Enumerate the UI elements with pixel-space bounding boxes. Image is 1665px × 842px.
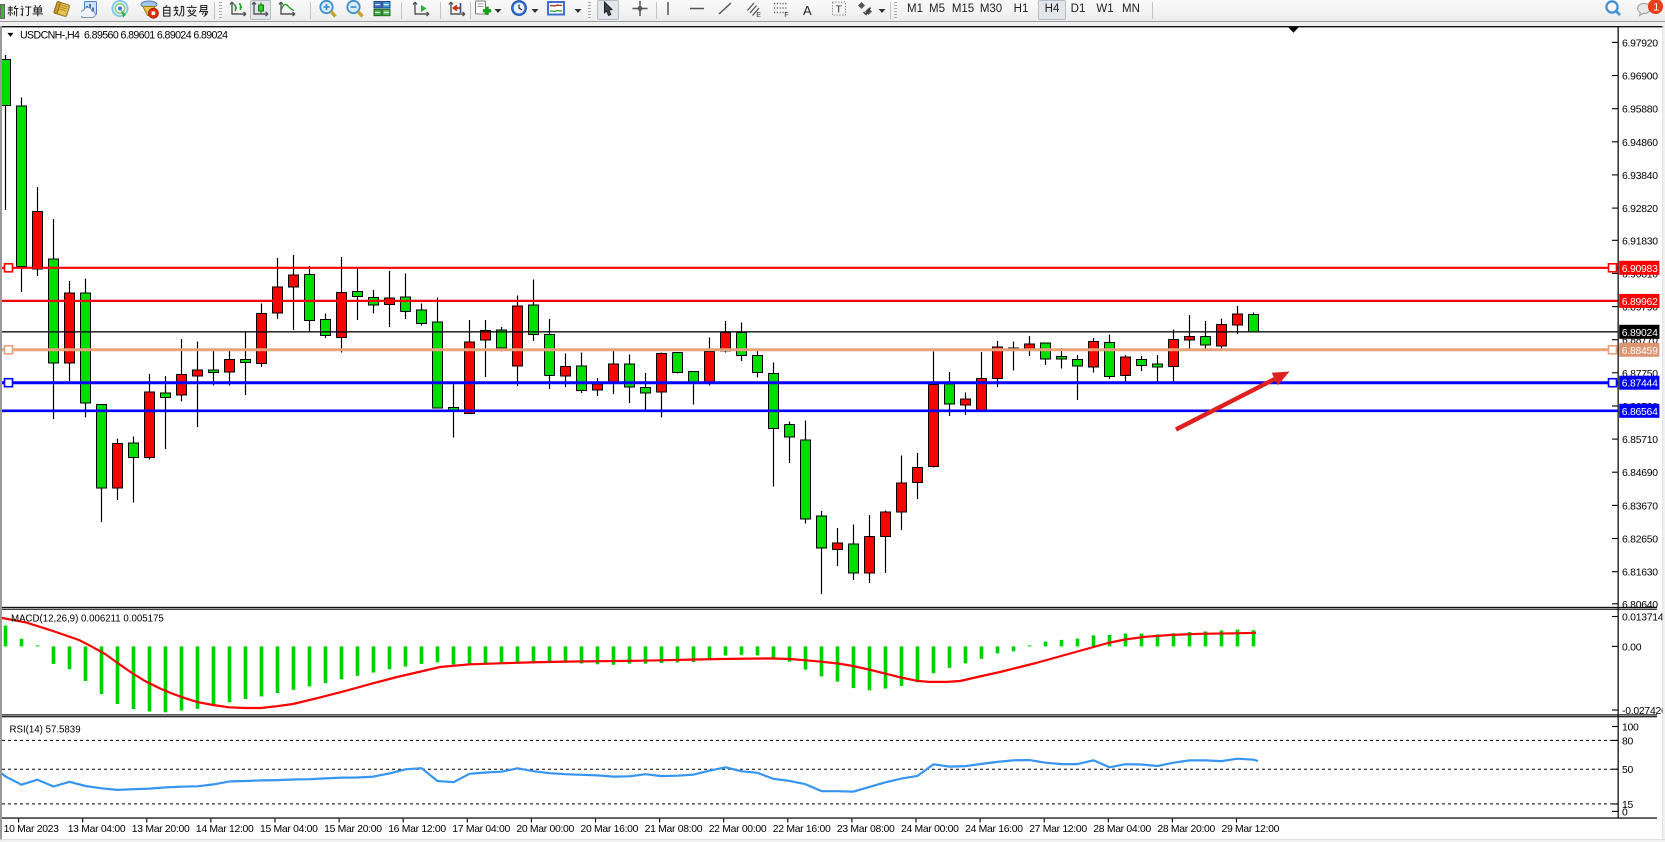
svg-text:29 Mar 12:00: 29 Mar 12:00 [1222, 824, 1280, 835]
svg-text:16 Mar 12:00: 16 Mar 12:00 [388, 824, 446, 835]
svg-text:13 Mar 20:00: 13 Mar 20:00 [132, 824, 190, 835]
svg-text:28 Mar 04:00: 28 Mar 04:00 [1093, 824, 1151, 835]
svg-text:6.89962: 6.89962 [1622, 297, 1658, 308]
svg-text:28 Mar 20:00: 28 Mar 20:00 [1157, 824, 1215, 835]
svg-text:27 Mar 12:00: 27 Mar 12:00 [1029, 824, 1087, 835]
svg-text:23 Mar 08:00: 23 Mar 08:00 [837, 824, 895, 835]
svg-text:21 Mar 08:00: 21 Mar 08:00 [645, 824, 703, 835]
svg-text:80: 80 [1622, 736, 1634, 747]
svg-text:USDCNH-,H4 6.89560 6.89601 6.: USDCNH-,H4 6.89560 6.89601 6.89024 6.890… [20, 30, 228, 42]
svg-text:13 Mar 04:00: 13 Mar 04:00 [68, 824, 126, 835]
svg-text:0.013714: 0.013714 [1622, 613, 1664, 624]
svg-text:6.88459: 6.88459 [1622, 346, 1658, 357]
svg-text:22 Mar 16:00: 22 Mar 16:00 [773, 824, 831, 835]
svg-text:6.85710: 6.85710 [1622, 435, 1658, 446]
svg-text:-0.027426: -0.027426 [1622, 706, 1665, 717]
svg-text:6.89790: 6.89790 [1622, 303, 1658, 314]
svg-text:6.91830: 6.91830 [1622, 236, 1658, 247]
svg-text:10 Mar 2023: 10 Mar 2023 [4, 824, 60, 835]
svg-text:T: T [836, 4, 843, 16]
svg-text:6.94860: 6.94860 [1622, 138, 1658, 149]
svg-text:15: 15 [1622, 800, 1634, 811]
svg-text:RSI(14) 57.5839: RSI(14) 57.5839 [10, 724, 81, 735]
svg-text:17 Mar 04:00: 17 Mar 04:00 [452, 824, 510, 835]
svg-text:24 Mar 00:00: 24 Mar 00:00 [901, 824, 959, 835]
svg-text:6.89024: 6.89024 [1622, 328, 1658, 339]
svg-text:6.80640: 6.80640 [1622, 600, 1658, 611]
svg-text:F: F [784, 12, 788, 19]
svg-text:6.88770: 6.88770 [1622, 336, 1658, 347]
svg-text:1: 1 [1653, 1, 1659, 13]
svg-text:6.93840: 6.93840 [1622, 171, 1658, 182]
svg-text:24 Mar 16:00: 24 Mar 16:00 [965, 824, 1023, 835]
svg-text:50: 50 [1622, 765, 1634, 776]
svg-text:6.87750: 6.87750 [1622, 369, 1658, 380]
svg-text:6.84690: 6.84690 [1622, 468, 1658, 479]
svg-text:6.81630: 6.81630 [1622, 568, 1658, 579]
svg-text:6.82650: 6.82650 [1622, 535, 1658, 546]
svg-text:6.86564: 6.86564 [1622, 407, 1658, 418]
svg-text:6.90810: 6.90810 [1622, 269, 1658, 280]
svg-text:E: E [756, 12, 761, 19]
svg-text:100: 100 [1622, 723, 1639, 734]
svg-text:6.97920: 6.97920 [1622, 38, 1658, 49]
svg-text:6.83670: 6.83670 [1622, 501, 1658, 512]
svg-text:15 Mar 20:00: 15 Mar 20:00 [324, 824, 382, 835]
svg-text:MACD(12,26,9) 0.006211 0.00517: MACD(12,26,9) 0.006211 0.005175 [11, 613, 164, 624]
svg-text:6.90983: 6.90983 [1622, 264, 1658, 275]
svg-text:0: 0 [1622, 807, 1628, 818]
svg-text:20 Mar 00:00: 20 Mar 00:00 [516, 824, 574, 835]
svg-text:22 Mar 00:00: 22 Mar 00:00 [709, 824, 767, 835]
svg-text:15 Mar 04:00: 15 Mar 04:00 [260, 824, 318, 835]
svg-text:20 Mar 16:00: 20 Mar 16:00 [581, 824, 639, 835]
svg-text:6.92820: 6.92820 [1622, 204, 1658, 215]
svg-text:0.00: 0.00 [1622, 642, 1642, 653]
svg-text:6.87444: 6.87444 [1622, 379, 1658, 390]
svg-text:6.95880: 6.95880 [1622, 105, 1658, 116]
svg-text:6.96900: 6.96900 [1622, 72, 1658, 83]
svg-text:14 Mar 12:00: 14 Mar 12:00 [196, 824, 254, 835]
